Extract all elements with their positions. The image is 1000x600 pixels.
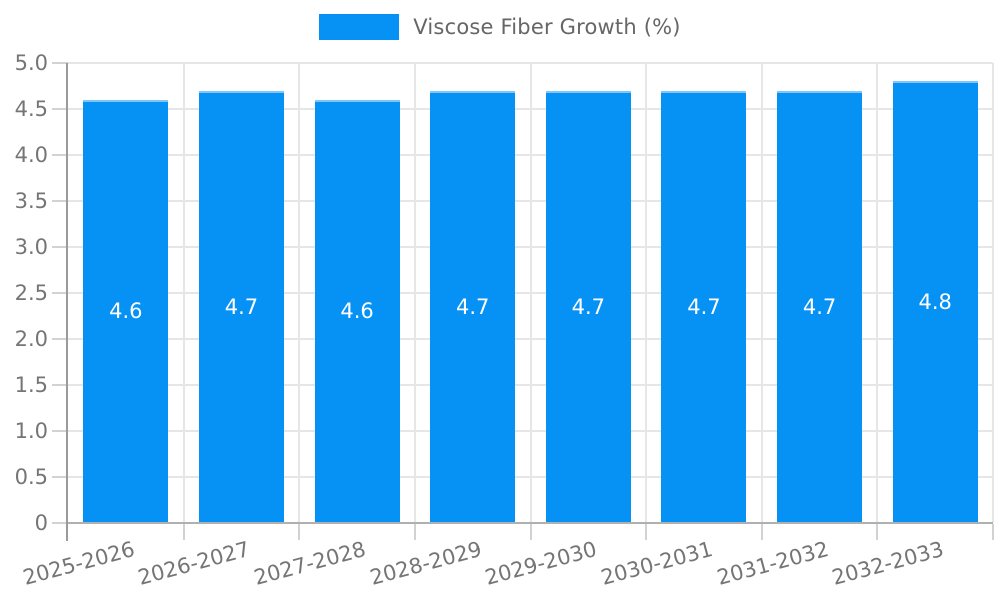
y-tick-mark <box>52 292 68 294</box>
y-tick-mark <box>52 476 68 478</box>
x-category-label: 2025-2026 <box>20 537 138 590</box>
v-gridline <box>645 63 648 523</box>
v-gridline <box>413 63 416 523</box>
bar <box>545 90 631 523</box>
v-gridline <box>760 63 763 523</box>
x-tick-mark <box>876 524 879 540</box>
x-tick-mark <box>645 524 648 540</box>
x-axis-line <box>68 522 993 524</box>
bar <box>661 90 747 523</box>
legend-color-swatch <box>319 14 400 40</box>
y-tick-label: 3.5 <box>14 189 48 213</box>
bar-value-label: 4.8 <box>918 290 952 315</box>
y-tick-label: 4.5 <box>14 97 48 121</box>
y-tick-mark <box>52 246 68 248</box>
x-category-label: 2032-2033 <box>829 537 947 590</box>
y-tick-mark <box>52 154 68 156</box>
legend-item-viscose-fiber-growth: Viscose Fiber Growth (%) <box>319 14 680 40</box>
bar-value-label: 4.7 <box>224 294 259 319</box>
x-category-label: 2027-2028 <box>251 537 369 590</box>
x-tick-mark <box>413 524 416 540</box>
y-tick-label: 4.0 <box>14 143 48 167</box>
bar-value-label: 4.6 <box>340 299 374 324</box>
bar <box>198 90 284 523</box>
x-category-label: 2028-2029 <box>367 537 484 590</box>
v-gridline <box>182 63 185 523</box>
bar-value-label: 4.7 <box>802 294 837 319</box>
x-tick-mark <box>760 524 763 540</box>
y-tick-label: 1.5 <box>14 373 48 397</box>
y-tick-label: 3.0 <box>14 235 48 259</box>
v-gridline <box>529 63 532 523</box>
x-category-label: 2029-2030 <box>482 537 600 590</box>
bar-value-label: 4.7 <box>571 294 606 319</box>
legend-label: Viscose Fiber Growth (%) <box>413 15 681 39</box>
bar <box>892 81 978 523</box>
y-tick-label: 0 <box>34 511 48 535</box>
bar <box>83 99 169 523</box>
x-tick-mark <box>182 524 185 540</box>
y-tick-mark <box>52 200 68 202</box>
bar <box>430 90 516 523</box>
y-tick-mark <box>52 338 68 340</box>
v-gridline <box>876 63 879 523</box>
y-axis-line <box>66 63 68 541</box>
x-category-label: 2026-2027 <box>135 537 253 590</box>
y-tick-mark <box>52 108 68 110</box>
chart-legend: Viscose Fiber Growth (%) <box>0 14 1000 40</box>
bar <box>314 99 400 523</box>
v-gridline <box>298 63 301 523</box>
y-tick-label: 1.0 <box>14 419 48 443</box>
bar-value-label: 4.6 <box>109 299 143 324</box>
y-tick-mark <box>52 522 68 524</box>
y-tick-mark <box>52 430 68 432</box>
y-tick-label: 2.5 <box>14 281 48 305</box>
y-tick-label: 2.0 <box>14 327 48 351</box>
y-tick-mark <box>52 384 68 386</box>
y-tick-label: 0.5 <box>14 465 48 489</box>
y-tick-mark <box>52 62 68 64</box>
x-category-label: 2031-2032 <box>713 537 831 590</box>
v-gridline <box>992 63 994 523</box>
bar <box>777 90 863 523</box>
bar-value-label: 4.7 <box>687 294 721 319</box>
x-tick-mark <box>992 524 994 540</box>
x-tick-mark <box>529 524 532 540</box>
x-tick-mark <box>298 524 301 540</box>
bar-value-label: 4.7 <box>455 294 490 319</box>
x-category-label: 2030-2031 <box>598 537 716 590</box>
y-tick-label: 5.0 <box>14 51 48 75</box>
